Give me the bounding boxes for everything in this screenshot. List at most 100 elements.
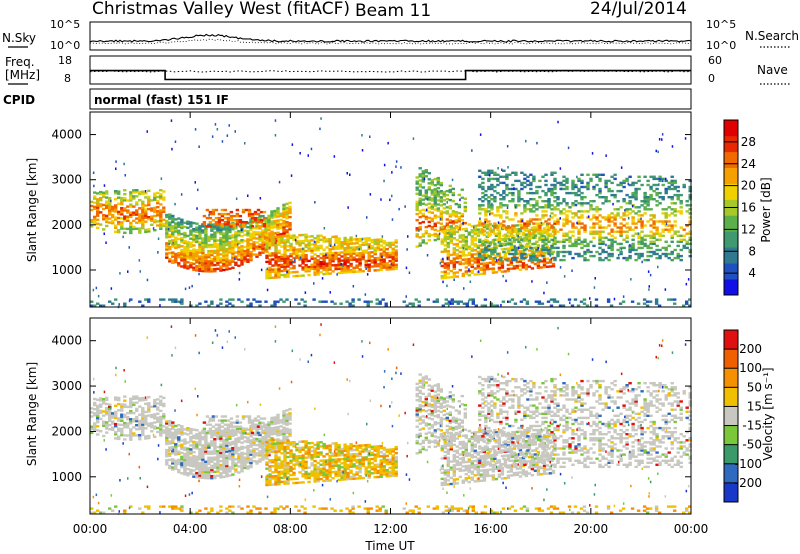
power-cell (526, 224, 530, 227)
power-cell (452, 263, 456, 266)
power-cell (126, 217, 130, 220)
velocity-cell (174, 428, 178, 432)
power-cell (631, 246, 635, 250)
power-cell (589, 200, 593, 203)
power-cell (443, 238, 447, 241)
velocity-cell (240, 433, 244, 436)
power-cell (316, 246, 320, 250)
power-cell (379, 252, 383, 255)
velocity-cell (195, 471, 199, 475)
power-cell (235, 223, 240, 226)
power-cell (325, 246, 329, 249)
velocity-cell (201, 448, 205, 451)
power-cell (168, 258, 172, 261)
velocity-cell (246, 457, 250, 460)
power-cell (135, 191, 139, 194)
power-cell (276, 231, 280, 234)
power-cell (610, 252, 614, 256)
velocity-cell (213, 456, 217, 459)
power-cell (523, 206, 527, 209)
velocity-cell (231, 442, 235, 446)
power-cell (207, 235, 211, 239)
power-cell (505, 183, 509, 187)
power-cell (458, 260, 462, 264)
power-cell (322, 264, 326, 268)
power-cell (171, 218, 175, 222)
velocity-cell (288, 422, 292, 425)
power-cell (640, 224, 644, 227)
freq-tick-bottom: 8 (64, 72, 71, 85)
power-noise (179, 301, 181, 304)
power-cell (394, 253, 398, 256)
velocity-cell (279, 429, 283, 432)
velocity-cell (261, 435, 265, 439)
power-cell (174, 240, 178, 243)
velocity-cell (267, 431, 271, 434)
power-noise (442, 280, 444, 284)
power-cell (177, 243, 181, 247)
power-cell (481, 181, 485, 185)
power-cell (493, 256, 497, 260)
power-cell (364, 259, 368, 263)
power-cell (120, 207, 124, 210)
power-cell (481, 171, 485, 174)
power-noise (559, 266, 562, 269)
velocity-cell (186, 472, 190, 475)
velocity-cell (183, 432, 187, 435)
power-cell (391, 267, 395, 271)
velocity-cell (273, 428, 277, 431)
power-cell (649, 175, 653, 178)
power-cell (225, 227, 229, 230)
power-cell (514, 173, 518, 176)
power-cell (274, 264, 278, 267)
power-cell (168, 221, 172, 224)
power-cell (580, 214, 584, 217)
power-cell (589, 177, 593, 181)
power-cell (349, 256, 353, 260)
velocity-cell (234, 468, 238, 471)
velocity-cell (249, 465, 253, 469)
power-cell (264, 300, 268, 303)
power-cell (225, 268, 229, 271)
power-cell (652, 232, 656, 235)
power-cell (298, 234, 302, 237)
power-cell (562, 212, 566, 215)
power-cell (565, 210, 569, 213)
power-cell (464, 266, 468, 269)
velocity-cell (99, 403, 103, 406)
power-cell (688, 212, 692, 215)
power-cell (225, 260, 229, 263)
velocity-cell (156, 398, 160, 401)
power-cell (337, 245, 341, 248)
power-cell (418, 201, 422, 204)
power-cell (231, 236, 235, 239)
power-cell (274, 272, 278, 275)
power-cell (93, 304, 97, 307)
colorbar-swatch (724, 167, 738, 184)
power-cell (527, 241, 532, 244)
power-cell (280, 265, 284, 269)
power-cell (649, 250, 653, 254)
velocity-cell (210, 456, 214, 459)
power-cell (343, 259, 347, 262)
power-cell (607, 232, 611, 235)
power-cell (319, 265, 323, 268)
power-cell (120, 223, 124, 226)
power-cell (445, 218, 449, 221)
power-cell (552, 298, 557, 301)
power-cell (512, 255, 517, 258)
power-cell (565, 187, 569, 191)
velocity-cell (180, 457, 184, 461)
power-cell (264, 219, 268, 222)
power-cell (550, 193, 554, 197)
power-cell (367, 251, 371, 254)
velocity-cell (153, 421, 157, 424)
power-cell (111, 209, 115, 213)
power-cell (96, 206, 100, 209)
power-cell (553, 256, 557, 260)
power-cell (500, 270, 505, 273)
power-cell (156, 195, 160, 199)
power-cell (568, 240, 572, 243)
velocity-cell (219, 435, 223, 438)
velocity-cell (255, 429, 259, 432)
